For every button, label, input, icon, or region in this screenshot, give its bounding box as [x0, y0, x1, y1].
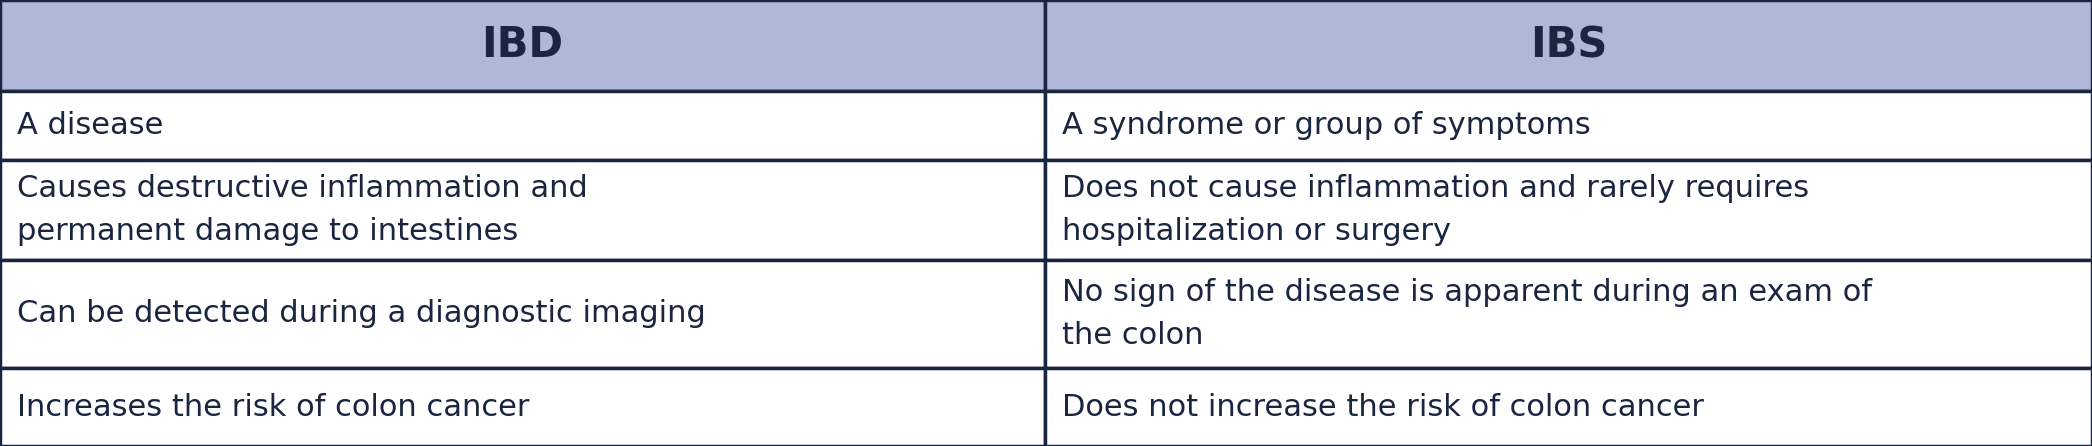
- Text: IBS: IBS: [1529, 25, 1607, 66]
- Text: A syndrome or group of symptoms: A syndrome or group of symptoms: [1061, 111, 1590, 140]
- Bar: [0, 260, 1044, 368]
- Bar: [1044, 91, 2092, 160]
- Bar: [0, 368, 1044, 446]
- Text: Does not cause inflammation and rarely requires
hospitalization or surgery: Does not cause inflammation and rarely r…: [1061, 174, 1810, 246]
- Bar: [0, 160, 1044, 260]
- Text: A disease: A disease: [17, 111, 163, 140]
- Text: IBD: IBD: [481, 25, 563, 66]
- Bar: [1044, 160, 2092, 260]
- Text: Does not increase the risk of colon cancer: Does not increase the risk of colon canc…: [1061, 392, 1703, 421]
- Bar: [0, 91, 1044, 160]
- Text: Causes destructive inflammation and
permanent damage to intestines: Causes destructive inflammation and perm…: [17, 174, 588, 246]
- Text: Can be detected during a diagnostic imaging: Can be detected during a diagnostic imag…: [17, 299, 705, 328]
- Bar: [0, 0, 1044, 91]
- Text: No sign of the disease is apparent during an exam of
the colon: No sign of the disease is apparent durin…: [1061, 278, 1872, 350]
- Bar: [1044, 368, 2092, 446]
- Bar: [1044, 260, 2092, 368]
- Bar: [1044, 0, 2092, 91]
- Text: Increases the risk of colon cancer: Increases the risk of colon cancer: [17, 392, 529, 421]
